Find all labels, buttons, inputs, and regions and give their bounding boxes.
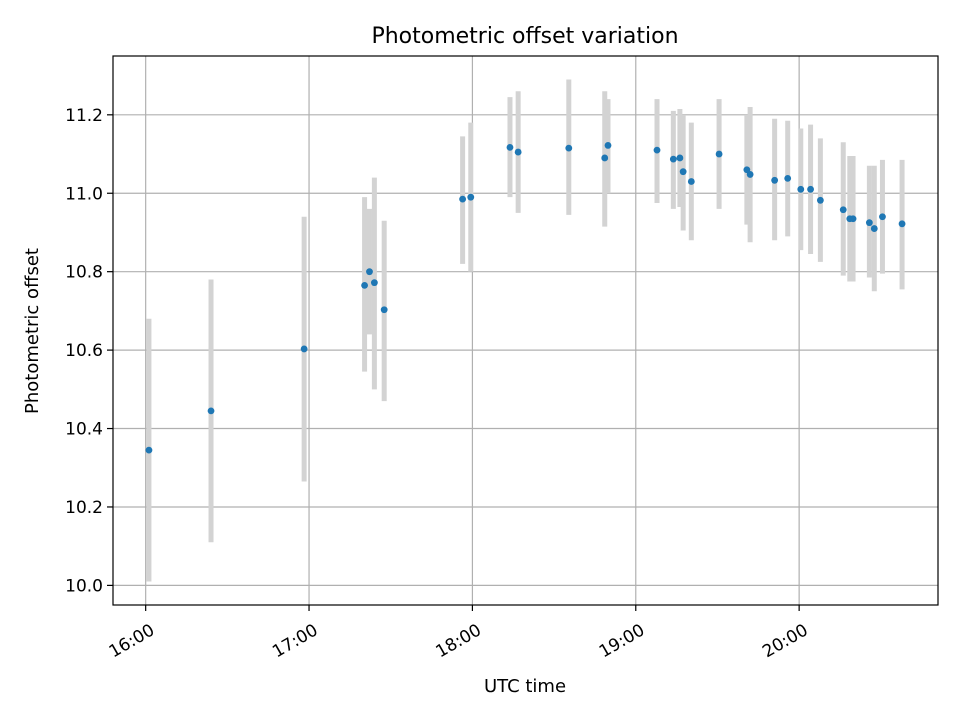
data-point (816, 196, 824, 204)
data-point (870, 225, 878, 232)
data-point (839, 206, 847, 214)
data-point (807, 185, 814, 193)
plot-frame (112, 55, 939, 606)
data-point (506, 143, 514, 151)
data-point (366, 268, 373, 276)
data-point (207, 407, 215, 415)
data-point (514, 148, 522, 156)
data-point (715, 150, 723, 158)
chart-title: Photometric offset variation (371, 24, 678, 49)
data-point (865, 219, 873, 227)
data-point (565, 144, 573, 152)
data-point (653, 146, 661, 154)
y-tick-label: 10.6 (65, 341, 103, 361)
data-point (898, 220, 906, 228)
data-point (669, 155, 677, 163)
data-point (746, 171, 754, 178)
data-point (300, 345, 308, 353)
data-point (361, 282, 368, 289)
data-point (771, 176, 779, 184)
data-point (679, 168, 687, 176)
y-tick-label: 10.2 (65, 498, 103, 518)
data-point (601, 154, 609, 162)
data-point (380, 306, 388, 314)
data-point (784, 174, 792, 182)
data-point (687, 178, 695, 185)
y-axis-label: Photometric offset (22, 248, 43, 414)
x-axis-label: UTC time (484, 676, 566, 697)
y-tick-label: 10.0 (65, 576, 103, 596)
data-point (370, 279, 378, 287)
data-point (676, 154, 684, 162)
data-point (797, 185, 805, 193)
data-point (459, 195, 467, 203)
data-point (604, 142, 612, 149)
y-tick-label: 11.2 (65, 106, 103, 126)
data-point (467, 193, 475, 201)
data-point (849, 215, 857, 223)
data-point (879, 213, 886, 221)
data-point (145, 446, 153, 454)
y-tick-label: 10.4 (65, 420, 103, 440)
y-tick-label: 10.8 (65, 263, 103, 283)
y-tick-label: 11.0 (65, 184, 103, 204)
point-layer (145, 142, 906, 454)
tick-layer: 16:00 17:00 18:00 19:00 20:0010.010.210.410.… (65, 106, 811, 662)
